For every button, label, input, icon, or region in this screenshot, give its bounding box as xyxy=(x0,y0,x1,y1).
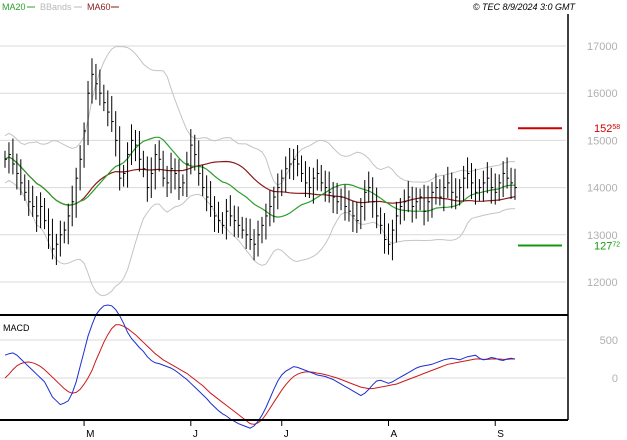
x-tick-label: J xyxy=(193,429,198,440)
macd-line xyxy=(4,304,516,429)
ma20-line xyxy=(4,136,515,218)
price-panel-background xyxy=(0,14,568,316)
price-tick-label: 15000 xyxy=(587,135,618,147)
bband-upper xyxy=(4,45,515,186)
macd-grid xyxy=(0,339,566,379)
resistance-label: 15258 xyxy=(594,123,620,135)
macd-tick-label: 0 xyxy=(612,373,618,385)
macd-lines xyxy=(4,304,516,429)
ma60-line xyxy=(4,156,516,206)
ma60-path xyxy=(4,156,516,206)
price-grid xyxy=(0,45,566,283)
macd-tick-label: 500 xyxy=(600,335,618,347)
legend-ma60: MA60 xyxy=(87,2,111,12)
copyright-timestamp: © TEC 8/9/2024 3:0 GMT xyxy=(473,2,577,12)
macd-axis-ticks: 0 500 xyxy=(600,335,618,385)
price-tick-label: 12000 xyxy=(587,277,618,289)
ma20-path xyxy=(4,136,515,218)
legend-ma20: MA20 xyxy=(2,2,26,12)
resistance-label-decimals: 58 xyxy=(612,124,620,131)
legend-bbands: BBands xyxy=(40,2,72,12)
x-tick-label: J xyxy=(284,429,289,440)
price-bars xyxy=(4,58,517,266)
support-label: 12772 xyxy=(594,241,620,253)
price-axis-ticks: 12000 13000 14000 15000 16000 17000 xyxy=(587,41,618,289)
price-tick-label: 17000 xyxy=(587,41,618,53)
macd-signal-line xyxy=(4,324,515,425)
price-tick-label: 16000 xyxy=(587,88,618,100)
bollinger-bands xyxy=(4,45,515,297)
x-tick-label: S xyxy=(497,429,504,440)
support-label-decimals: 72 xyxy=(612,242,620,249)
price-tick-label: 13000 xyxy=(587,230,618,242)
price-tick-label: 14000 xyxy=(587,183,618,195)
macd-panel-title: MACD xyxy=(3,323,30,333)
bband-lower xyxy=(4,179,515,297)
x-tick-label: A xyxy=(390,429,397,440)
x-tick-label: M xyxy=(86,429,94,440)
